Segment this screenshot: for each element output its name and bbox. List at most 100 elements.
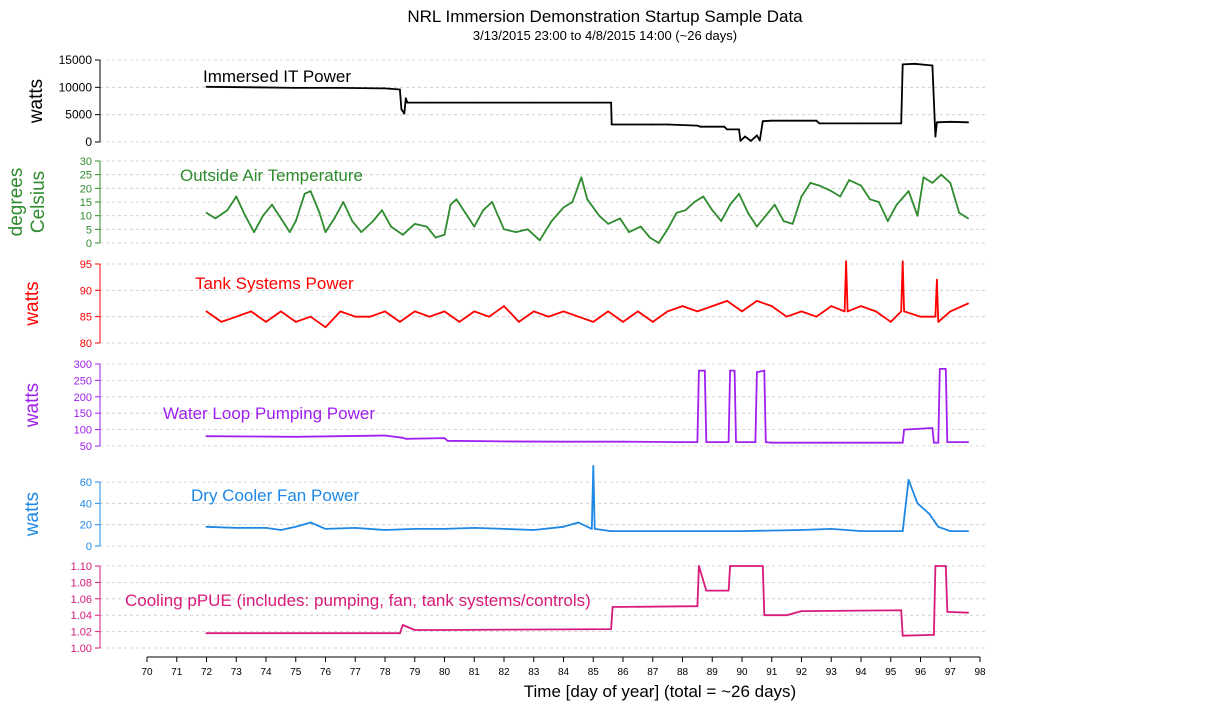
data-point-oat-28 <box>455 198 458 201</box>
data-point-it-31 <box>818 122 821 125</box>
data-point-fan-29 <box>916 502 919 505</box>
y-tick-label-it-2: 10000 <box>59 80 93 94</box>
data-point-it-1 <box>253 86 256 89</box>
data-point-tank-12 <box>384 310 386 313</box>
data-point-tank-34 <box>711 305 714 307</box>
y-tick-label-pump-0: 50 <box>80 441 92 453</box>
data-point-pump-10 <box>681 441 684 443</box>
x-tick-label-12: 82 <box>498 667 510 678</box>
data-point-oat-3 <box>235 195 238 198</box>
data-point-tank-17 <box>458 321 461 323</box>
data-point-pump-33 <box>946 441 949 443</box>
data-point-ppue-3 <box>413 629 416 631</box>
data-point-pump-4 <box>404 437 407 440</box>
x-tick-label-19: 89 <box>707 667 719 678</box>
data-point-pump-25 <box>889 441 892 444</box>
x-tick-label-22: 92 <box>796 667 808 678</box>
data-point-pump-9 <box>622 440 624 443</box>
data-point-oat-54 <box>711 209 714 212</box>
data-point-it-29 <box>770 119 773 122</box>
x-tick-label-27: 97 <box>945 667 957 678</box>
data-point-pump-6 <box>446 439 449 442</box>
data-point-fan-0 <box>205 525 208 528</box>
data-point-fan-3 <box>280 529 282 531</box>
data-point-fan-9 <box>413 528 416 530</box>
data-point-fan-11 <box>473 527 476 529</box>
data-point-oat-57 <box>738 192 740 195</box>
series-line-tank <box>205 260 969 329</box>
data-point-fan-8 <box>384 529 386 531</box>
y-tick-label-tank-2: 90 <box>80 285 92 297</box>
data-point-oat-75 <box>907 190 910 193</box>
data-point-fan-21 <box>681 530 684 532</box>
data-point-oat-45 <box>628 231 630 234</box>
y-tick-label-ppue-5: 1.10 <box>71 561 92 573</box>
data-point-oat-41 <box>586 198 589 201</box>
data-point-oat-33 <box>503 228 505 231</box>
data-point-tank-44 <box>845 260 847 263</box>
y-tick-label-pump-5: 300 <box>74 359 92 371</box>
data-point-it-34 <box>901 63 904 66</box>
data-point-oat-62 <box>782 220 785 223</box>
data-point-fan-20 <box>622 530 624 532</box>
data-point-oat-64 <box>800 195 803 198</box>
x-tick-label-0: 70 <box>141 667 153 678</box>
data-point-oat-47 <box>648 236 651 239</box>
x-tick-label-24: 94 <box>855 667 867 678</box>
data-point-pump-32 <box>944 368 947 370</box>
data-point-tank-51 <box>903 310 905 313</box>
data-point-tank-21 <box>518 321 520 323</box>
data-point-pump-19 <box>754 441 757 443</box>
data-point-oat-81 <box>958 212 961 214</box>
data-point-fan-16 <box>590 528 593 530</box>
data-point-ppue-0 <box>205 632 208 635</box>
data-point-oat-82 <box>967 217 969 220</box>
data-point-tank-56 <box>949 310 952 313</box>
data-point-tank-29 <box>637 310 639 313</box>
data-point-fan-6 <box>324 528 327 530</box>
data-point-it-27 <box>758 139 761 142</box>
data-point-oat-46 <box>639 225 642 228</box>
data-point-tank-23 <box>547 315 550 318</box>
data-point-it-35 <box>913 62 916 65</box>
data-point-tank-40 <box>800 310 803 313</box>
data-point-tank-13 <box>399 321 401 323</box>
data-point-oat-39 <box>571 201 574 203</box>
data-point-oat-74 <box>895 203 898 206</box>
data-point-oat-18 <box>360 231 363 234</box>
data-point-oat-22 <box>401 233 404 236</box>
data-point-fan-22 <box>741 530 743 532</box>
data-point-pump-13 <box>703 369 706 372</box>
data-point-oat-9 <box>288 231 291 234</box>
data-point-tank-41 <box>815 315 818 318</box>
data-point-oat-38 <box>562 206 565 209</box>
data-point-oat-29 <box>464 212 467 214</box>
data-point-tank-36 <box>741 310 743 313</box>
data-point-it-20 <box>723 125 726 128</box>
data-point-it-24 <box>744 135 746 138</box>
data-point-fan-13 <box>532 529 535 531</box>
x-tick-label-4: 74 <box>260 667 272 678</box>
data-point-oat-59 <box>756 225 758 228</box>
data-point-tank-26 <box>592 321 595 323</box>
data-point-fan-24 <box>830 528 833 530</box>
data-point-tank-55 <box>937 321 940 323</box>
data-point-it-13 <box>592 101 595 104</box>
data-point-pump-8 <box>562 440 565 443</box>
data-point-oat-77 <box>922 176 925 179</box>
data-point-tank-47 <box>875 310 877 313</box>
data-point-pump-23 <box>770 441 773 444</box>
data-point-tank-18 <box>473 310 476 313</box>
data-point-it-0 <box>205 85 208 88</box>
data-point-pump-29 <box>933 441 935 444</box>
data-point-oat-30 <box>473 225 476 228</box>
data-point-tank-49 <box>900 310 903 313</box>
data-point-fan-14 <box>562 525 565 528</box>
data-point-fan-23 <box>800 529 803 531</box>
x-tick-label-26: 96 <box>915 667 927 678</box>
data-point-ppue-20 <box>934 565 937 567</box>
data-point-fan-19 <box>610 530 612 532</box>
data-point-oat-65 <box>809 182 812 184</box>
y-tick-label-oat-3: 15 <box>80 197 92 209</box>
